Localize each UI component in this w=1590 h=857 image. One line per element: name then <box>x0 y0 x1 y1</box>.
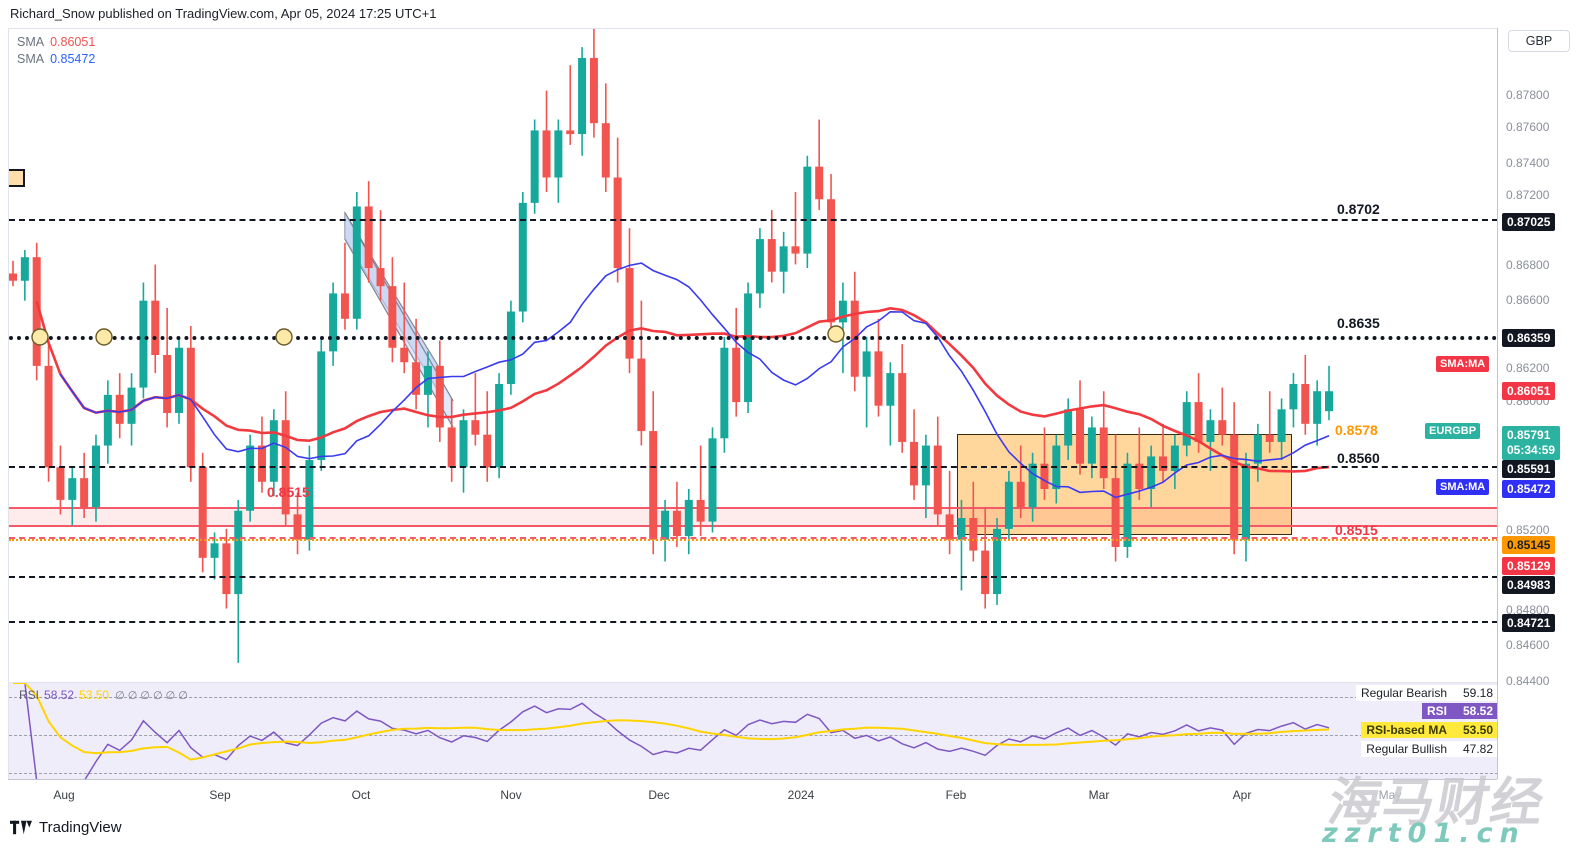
publish-info-line: Richard_Snow published on TradingView.co… <box>10 6 437 21</box>
rsi-readout-rsi: RSI 58.52 <box>1421 703 1497 719</box>
price-tick-0-85200: 0.85200 <box>1506 523 1550 537</box>
rsi-legend-label: RSI <box>19 688 40 702</box>
price-pill-0-84721: 0.84721 <box>1502 614 1556 632</box>
time-tick-dec: Dec <box>648 788 670 802</box>
level-line-0-8560[interactable] <box>9 466 1497 468</box>
label-0-8560: 0.8560 <box>1337 450 1380 466</box>
rsi-readout-regular-bullish-label: Regular Bullish <box>1361 741 1452 757</box>
price-pill-0-84983: 0.84983 <box>1502 576 1556 594</box>
rsi-legend-value: 58.52 <box>44 688 75 702</box>
rsi-readout-regular-bearish-value: 59.18 <box>1452 685 1497 701</box>
time-axis[interactable]: Aug Sep Oct Nov Dec 2024 Feb Mar Apr May <box>8 779 1497 813</box>
rsi-readout-rsi-ma-label: RSI-based MA <box>1361 722 1452 738</box>
time-tick-mar: Mar <box>1088 788 1110 802</box>
rsi-lower-band <box>9 773 1497 774</box>
time-tick-sep: Sep <box>209 788 231 802</box>
rsi-pane[interactable]: RSI 58.52 53.50 ∅ ∅ ∅ ∅ ∅ ∅ Regular Bearish… <box>9 682 1497 779</box>
price-pill-0-85129: 0.85129 <box>1502 557 1556 575</box>
price-tick-0-87800: 0.87800 <box>1506 88 1550 102</box>
rsi-series <box>13 683 1330 779</box>
time-tick-may: May <box>1378 788 1402 802</box>
time-tick-feb: Feb <box>945 788 967 802</box>
price-pill-0-86051: 0.86051 <box>1502 382 1556 400</box>
label-0-8515-left: 0.8515 <box>267 484 310 500</box>
time-tick-oct: Oct <box>351 788 371 802</box>
orange-dotted-level <box>9 539 1497 541</box>
price-axis[interactable]: GBP 0.87800 0.87600 0.87400 0.87200 0.86800 0… <box>1497 28 1590 779</box>
sma-fast-axis-tag: SMA:MA <box>1436 356 1490 372</box>
support-zone-dashed-line <box>9 537 1497 539</box>
label-0-8578: 0.8578 <box>1335 422 1378 438</box>
legend-sma-fast-label: SMA <box>17 35 45 49</box>
level-line-0-84721[interactable] <box>9 621 1497 623</box>
price-pill-0-86359: 0.86359 <box>1502 329 1556 347</box>
price-tick-0-84600: 0.84600 <box>1506 638 1550 652</box>
footer: TradingView <box>10 819 122 836</box>
chart-frame: SMA 0.86051 SMA 0.85472 <box>8 28 1497 779</box>
level-line-0-84983[interactable] <box>9 576 1497 578</box>
currency-badge[interactable]: GBP <box>1508 30 1570 52</box>
price-pill-0-85591: 0.85591 <box>1502 460 1556 478</box>
tradingview-logo-icon <box>10 820 32 835</box>
sma-slow-axis-tag: SMA:MA <box>1436 479 1490 495</box>
rsi-readout-regular-bearish: Regular Bearish 59.18 <box>1355 685 1497 701</box>
price-tick-0-86200: 0.86200 <box>1506 361 1550 375</box>
label-0-8702: 0.8702 <box>1337 201 1380 217</box>
symbol-axis-tag: EURGBP <box>1425 423 1481 439</box>
rsi-legend[interactable]: RSI 58.52 53.50 ∅ ∅ ∅ ∅ ∅ ∅ <box>19 688 188 702</box>
rsi-readout-regular-bullish-value: 47.82 <box>1452 741 1497 757</box>
rsi-readout-rsi-label: RSI <box>1421 703 1452 719</box>
price-tick-0-84800: 0.84800 <box>1506 603 1550 617</box>
price-tick-0-84400: 0.84400 <box>1506 674 1550 688</box>
price-pill-0-85791: 0.85791 05:34:59 <box>1502 426 1561 460</box>
left-edge-price-tag <box>9 169 25 187</box>
rsi-upper-band <box>9 697 1497 698</box>
rsi-readout-rsi-ma-value: 53.50 <box>1452 722 1497 738</box>
legend-sma-slow[interactable]: SMA 0.85472 <box>17 52 95 66</box>
rsi-readout-regular-bearish-label: Regular Bearish <box>1355 685 1452 701</box>
price-pane[interactable]: SMA 0.86051 SMA 0.85472 <box>9 29 1497 681</box>
rsi-readout-rsi-ma: RSI-based MA 53.50 <box>1361 722 1497 738</box>
time-tick-2024: 2024 <box>787 788 815 802</box>
price-tick-0-87600: 0.87600 <box>1506 120 1550 134</box>
label-0-8635: 0.8635 <box>1337 315 1380 331</box>
legend-sma-slow-value: 0.85472 <box>50 52 96 66</box>
rsi-readout-rsi-value: 58.52 <box>1452 703 1497 719</box>
rsi-legend-empty-slots: ∅ ∅ ∅ ∅ ∅ ∅ <box>115 690 188 702</box>
price-tick-0-87200: 0.87200 <box>1506 188 1550 202</box>
time-tick-aug: Aug <box>53 788 75 802</box>
level-line-0-8702[interactable] <box>9 219 1497 221</box>
rsi-mid-band <box>9 735 1497 736</box>
legend-sma-fast-value: 0.86051 <box>50 35 96 49</box>
watermark-url: zzrt01.cn <box>1322 818 1526 849</box>
price-tick-0-87400: 0.87400 <box>1506 156 1550 170</box>
label-0-8515-right: 0.8515 <box>1335 522 1378 538</box>
level-line-0-8635[interactable] <box>9 336 1497 340</box>
price-pill-0-87025: 0.87025 <box>1502 213 1556 231</box>
time-tick-nov: Nov <box>500 788 522 802</box>
rsi-legend-ma-value: 53.50 <box>79 688 110 702</box>
time-tick-apr: Apr <box>1232 788 1252 802</box>
price-pill-0-85472: 0.85472 <box>1502 480 1556 498</box>
price-tick-0-86600: 0.86600 <box>1506 293 1550 307</box>
legend-sma-slow-label: SMA <box>17 52 45 66</box>
tradingview-brand-label: TradingView <box>39 819 122 836</box>
legend-sma-fast[interactable]: SMA 0.86051 <box>17 35 95 49</box>
candlestick-series <box>9 29 1333 663</box>
rsi-readout-regular-bullish: Regular Bullish 47.82 <box>1361 741 1497 757</box>
price-pill-0-85145: 0.85145 <box>1502 536 1556 554</box>
price-tick-0-86800: 0.86800 <box>1506 258 1550 272</box>
